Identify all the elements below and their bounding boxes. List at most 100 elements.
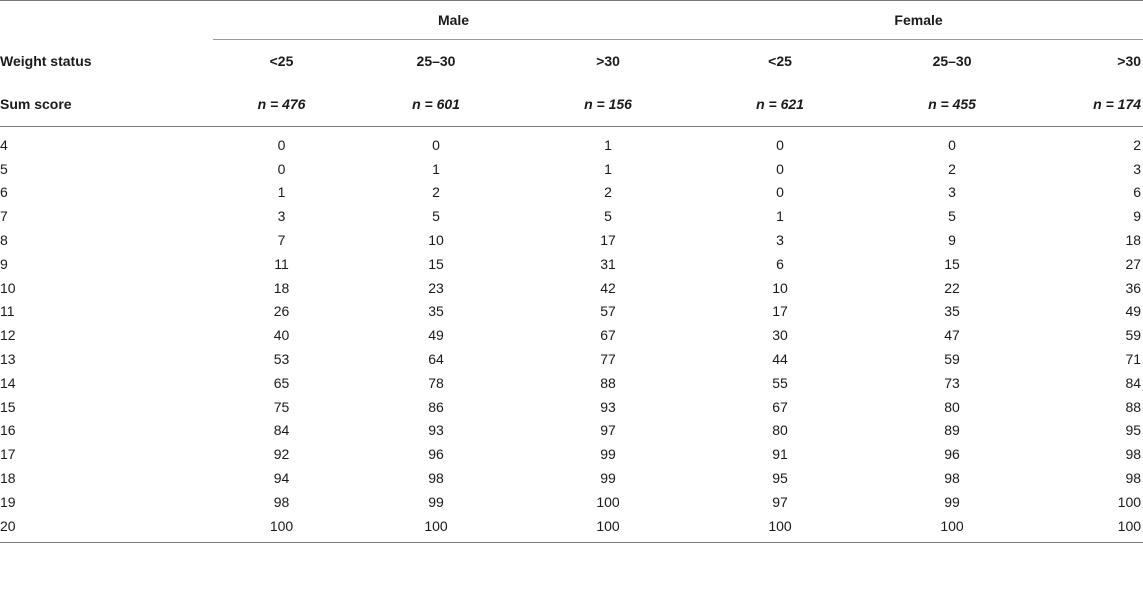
value-cell: 95	[1125, 422, 1142, 439]
value-cell: 99	[600, 470, 616, 487]
value-cell: 11	[274, 255, 289, 272]
value-cell: 31	[600, 255, 616, 272]
value-cell: 26	[273, 303, 290, 320]
sum-score-cell: 20	[0, 513, 213, 543]
value-cell: 9	[948, 232, 956, 249]
value-cell: 59	[1125, 327, 1142, 344]
table-row: 9 11 15 31 6 15 27	[0, 252, 1143, 276]
value-cell: 7	[277, 232, 286, 249]
column-header: <25	[269, 53, 294, 69]
column-header: <25	[768, 53, 792, 69]
value-cell: 98	[944, 470, 960, 487]
sample-size: n = 601	[350, 82, 522, 127]
table-row: 10 18 23 42 10 22 36	[0, 276, 1143, 300]
value-cell: 98	[428, 470, 444, 487]
value-cell: 47	[944, 327, 960, 344]
value-cell: 65	[273, 374, 290, 391]
table-row: 13 53 64 77 44 59 71	[0, 347, 1143, 371]
value-cell: 5	[948, 208, 956, 225]
group-header-female: Female	[694, 0, 1143, 40]
table-row: 8 7 10 17 3 9 18	[0, 228, 1143, 252]
sum-score-cell: 10	[0, 279, 16, 296]
table-row: 4 0 0 1 0 0 2	[0, 127, 1143, 157]
value-cell: 2	[604, 184, 612, 201]
value-cell: 0	[277, 160, 286, 177]
value-cell: 2	[432, 184, 440, 201]
table-body: 4 0 0 1 0 0 2 5 0 1 1 0 2 3 6 1 2 2 0 3 6 7 3 5 5 1 5 9 8 7 10 17 3 9 18 9 1…	[0, 127, 1143, 543]
value-cell: 53	[273, 351, 290, 368]
value-cell: 10	[772, 279, 788, 296]
value-cell: 97	[600, 422, 616, 439]
value-cell: 100	[596, 493, 620, 510]
value-cell: 92	[273, 446, 290, 463]
sum-score-cell: 4	[0, 136, 8, 153]
column-header: >30	[1117, 53, 1142, 69]
value-cell: 84	[273, 422, 290, 439]
value-cell: 93	[600, 398, 616, 415]
value-cell: 88	[1125, 398, 1142, 415]
sum-score-cell: 19	[0, 493, 16, 510]
sample-size: n = 156	[522, 82, 695, 127]
sample-size: n = 476	[213, 82, 350, 127]
value-cell: 1	[776, 208, 784, 225]
value-cell: 97	[772, 493, 788, 510]
sum-score-cell: 13	[0, 351, 16, 368]
sum-score-cell: 8	[0, 232, 8, 249]
value-cell: 42	[600, 279, 616, 296]
value-cell: 17	[600, 232, 616, 249]
group-header-male: Male	[213, 0, 695, 40]
value-cell: 0	[277, 136, 286, 153]
value-cell: 100	[522, 513, 695, 543]
value-cell: 84	[1125, 374, 1142, 391]
column-header: 25–30	[932, 53, 972, 69]
value-cell: 98	[1125, 446, 1142, 463]
value-cell: 78	[428, 374, 444, 391]
value-cell: 9	[1133, 208, 1142, 225]
value-cell: 64	[428, 351, 444, 368]
value-cell: 86	[428, 398, 444, 415]
sum-score-cell: 11	[0, 303, 15, 320]
group-header-row: Male Female	[0, 0, 1143, 40]
value-cell: 77	[600, 351, 616, 368]
sum-score-cell: 7	[0, 208, 8, 225]
table-row: 5 0 1 1 0 2 3	[0, 157, 1143, 181]
value-cell: 1	[277, 184, 286, 201]
value-cell: 100	[1117, 493, 1142, 510]
table-row: 11 26 35 57 17 35 49	[0, 300, 1143, 324]
value-cell: 100	[866, 513, 1039, 543]
value-cell: 35	[428, 303, 444, 320]
sum-score-cell: 12	[0, 327, 16, 344]
value-cell: 3	[948, 184, 956, 201]
table-header: Male Female Weight status <25 25–30 >30 …	[0, 0, 1143, 127]
value-cell: 96	[944, 446, 960, 463]
value-cell: 99	[944, 493, 960, 510]
sum-score-cell: 9	[0, 255, 8, 272]
value-cell: 99	[428, 493, 444, 510]
value-cell: 18	[273, 279, 290, 296]
value-cell: 6	[776, 255, 784, 272]
sum-score-label: Sum score	[0, 82, 213, 127]
value-cell: 59	[944, 351, 960, 368]
value-cell: 27	[1125, 255, 1142, 272]
data-table: Male Female Weight status <25 25–30 >30 …	[0, 0, 1143, 543]
weight-status-label: Weight status	[0, 52, 92, 69]
value-cell: 0	[776, 136, 784, 153]
value-cell: 0	[776, 184, 784, 201]
sample-size: n = 174	[1038, 82, 1143, 127]
value-cell: 35	[944, 303, 960, 320]
value-cell: 49	[1125, 303, 1142, 320]
value-cell: 67	[772, 398, 788, 415]
value-cell: 96	[428, 446, 444, 463]
table-row: 18 94 98 99 95 98 98	[0, 466, 1143, 490]
value-cell: 93	[428, 422, 444, 439]
value-cell: 3	[277, 208, 286, 225]
value-cell: 100	[694, 513, 867, 543]
value-cell: 98	[1125, 470, 1142, 487]
value-cell: 2	[1133, 136, 1142, 153]
sum-score-cell: 14	[0, 374, 16, 391]
value-cell: 40	[273, 327, 290, 344]
value-cell: 22	[944, 279, 960, 296]
table-row: 17 92 96 99 91 96 98	[0, 442, 1143, 466]
value-cell: 2	[948, 160, 956, 177]
